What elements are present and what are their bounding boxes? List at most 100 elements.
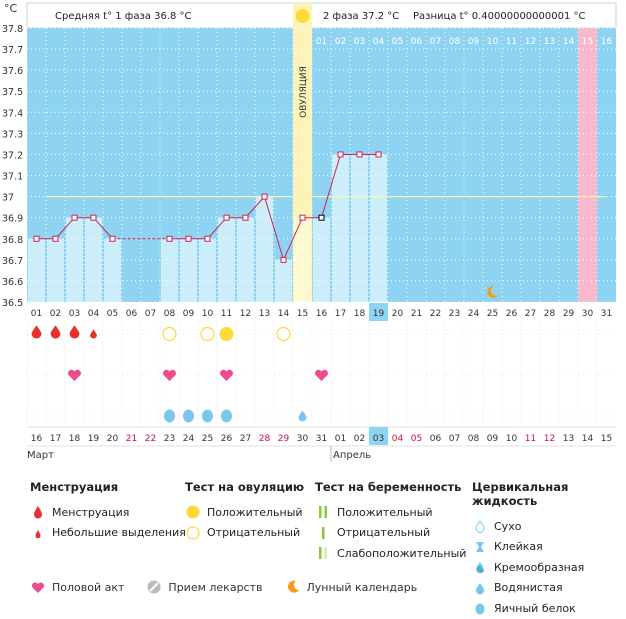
top-day-label: 14 xyxy=(563,37,575,47)
single-line-icon xyxy=(315,526,331,540)
heart-icon xyxy=(30,580,46,594)
faint-line-icon xyxy=(315,546,331,560)
y-tick-label: 36.8 xyxy=(2,235,23,246)
cycle-day-label: 24 xyxy=(468,309,480,319)
temp-point xyxy=(375,151,382,158)
y-tick-label: 36.9 xyxy=(2,214,23,225)
temp-point xyxy=(242,214,249,221)
spotting-drop-icon xyxy=(90,329,97,339)
legend-item: Менструация xyxy=(52,505,130,519)
temp-bar xyxy=(351,154,368,302)
date-label: 02 xyxy=(354,434,365,444)
drop-icon xyxy=(30,505,46,519)
date-label: 23 xyxy=(164,434,175,444)
temp-point xyxy=(280,256,287,263)
cycle-day-label: 31 xyxy=(601,309,612,319)
cycle-day-label: 04 xyxy=(88,309,100,319)
date-label: 24 xyxy=(183,434,195,444)
legend-menstruation: Менструация Менструация Небольшие выделе… xyxy=(30,480,186,543)
pill-icon xyxy=(146,580,162,594)
diff-label: Разница t° 0.40000000000001 °C xyxy=(413,11,586,22)
y-tick-label: 37.3 xyxy=(2,129,23,140)
cycle-day-label: 23 xyxy=(449,309,460,319)
ovulation-positive-icon xyxy=(219,327,234,341)
y-tick-label: 37.5 xyxy=(2,87,23,98)
creamy-icon xyxy=(298,410,307,422)
ovulation-negative-icon xyxy=(200,326,215,342)
double-line-icon xyxy=(315,505,331,519)
cycle-day-label: 15 xyxy=(297,309,308,319)
temp-bar xyxy=(218,217,235,302)
date-label: 14 xyxy=(582,434,594,444)
temp-bar xyxy=(313,217,330,302)
y-tick-label: 37.8 xyxy=(2,24,23,35)
temp-point xyxy=(318,214,325,221)
top-day-label: 11 xyxy=(506,37,517,47)
cycle-day-label: 22 xyxy=(430,309,441,319)
top-day-label: 06 xyxy=(411,37,423,47)
legend-title: Тест на беременность xyxy=(315,480,462,494)
y-tick-label: 36.6 xyxy=(2,277,23,288)
watery-icon xyxy=(472,581,488,595)
temp-point xyxy=(261,193,268,200)
temp-bar xyxy=(237,217,254,302)
legend-item: Слабоположительный xyxy=(337,546,467,560)
legend-title: Цервикальная жидкость xyxy=(472,480,569,508)
temp-bar xyxy=(104,238,121,302)
heart-icon xyxy=(315,369,328,381)
heart-icon xyxy=(220,369,233,381)
legend-item: Отрицательный xyxy=(207,526,301,540)
top-day-label: 09 xyxy=(468,37,480,47)
cycle-day-label: 16 xyxy=(316,309,328,319)
legend-item: Яичный белок xyxy=(494,601,576,615)
cycle-day-label: 29 xyxy=(563,309,575,319)
date-label: 20 xyxy=(107,434,119,444)
legend-item: Положительный xyxy=(337,505,433,519)
temp-point xyxy=(109,235,116,242)
temp-line xyxy=(169,153,379,262)
heart-icon xyxy=(163,369,176,381)
legend-cervical: Цервикальная жидкость Сухо Клейкая Кремо… xyxy=(472,480,626,619)
top-day-label: 02 xyxy=(335,37,346,47)
date-label: 12 xyxy=(544,434,555,444)
small-drop-icon xyxy=(30,526,46,540)
date-label: 18 xyxy=(69,434,81,444)
date-label: 17 xyxy=(50,434,61,444)
y-tick-label: 37 xyxy=(2,193,14,204)
y-tick-label: 36.5 xyxy=(2,298,23,309)
top-day-label: 05 xyxy=(392,37,403,47)
current-day-bg xyxy=(369,303,388,321)
date-label: 13 xyxy=(563,434,574,444)
cycle-day-label: 17 xyxy=(335,309,346,319)
date-label: 06 xyxy=(430,434,442,444)
legend-title: Менструация xyxy=(30,480,119,494)
cycle-day-label: 19 xyxy=(373,309,385,319)
top-day-label: 04 xyxy=(373,37,385,47)
unit-label: °C xyxy=(4,2,18,15)
legend-item: Небольшие выделения xyxy=(52,526,186,540)
date-label: 10 xyxy=(506,434,518,444)
month-label: Март xyxy=(27,450,54,461)
cycle-day-label: 30 xyxy=(582,309,594,319)
egg-white-icon xyxy=(164,409,175,423)
date-label: 21 xyxy=(126,434,137,444)
ovulation-negative-icon xyxy=(276,326,291,342)
cycle-day-label: 28 xyxy=(544,309,556,319)
date-label: 30 xyxy=(297,434,309,444)
legend-item: Положительный xyxy=(207,505,303,519)
date-label: 27 xyxy=(240,434,251,444)
date-label: 04 xyxy=(392,434,404,444)
moon-icon xyxy=(487,285,499,298)
cycle-day-label: 07 xyxy=(145,309,156,319)
egg-white-icon xyxy=(472,601,488,615)
ovulation-label: ОВУЛЯЦИЯ xyxy=(299,66,309,118)
date-label: 19 xyxy=(88,434,100,444)
top-day-label: 15 xyxy=(582,37,593,47)
y-tick-label: 37.4 xyxy=(2,108,23,119)
cycle-day-label: 05 xyxy=(107,309,118,319)
phase1-label: Средняя t° 1 фаза 36.8 °C xyxy=(55,11,192,22)
cycle-day-label: 21 xyxy=(411,309,422,319)
ovulation-negative-icon xyxy=(162,326,177,342)
top-day-label: 08 xyxy=(449,37,461,47)
top-day-label: 13 xyxy=(544,37,555,47)
